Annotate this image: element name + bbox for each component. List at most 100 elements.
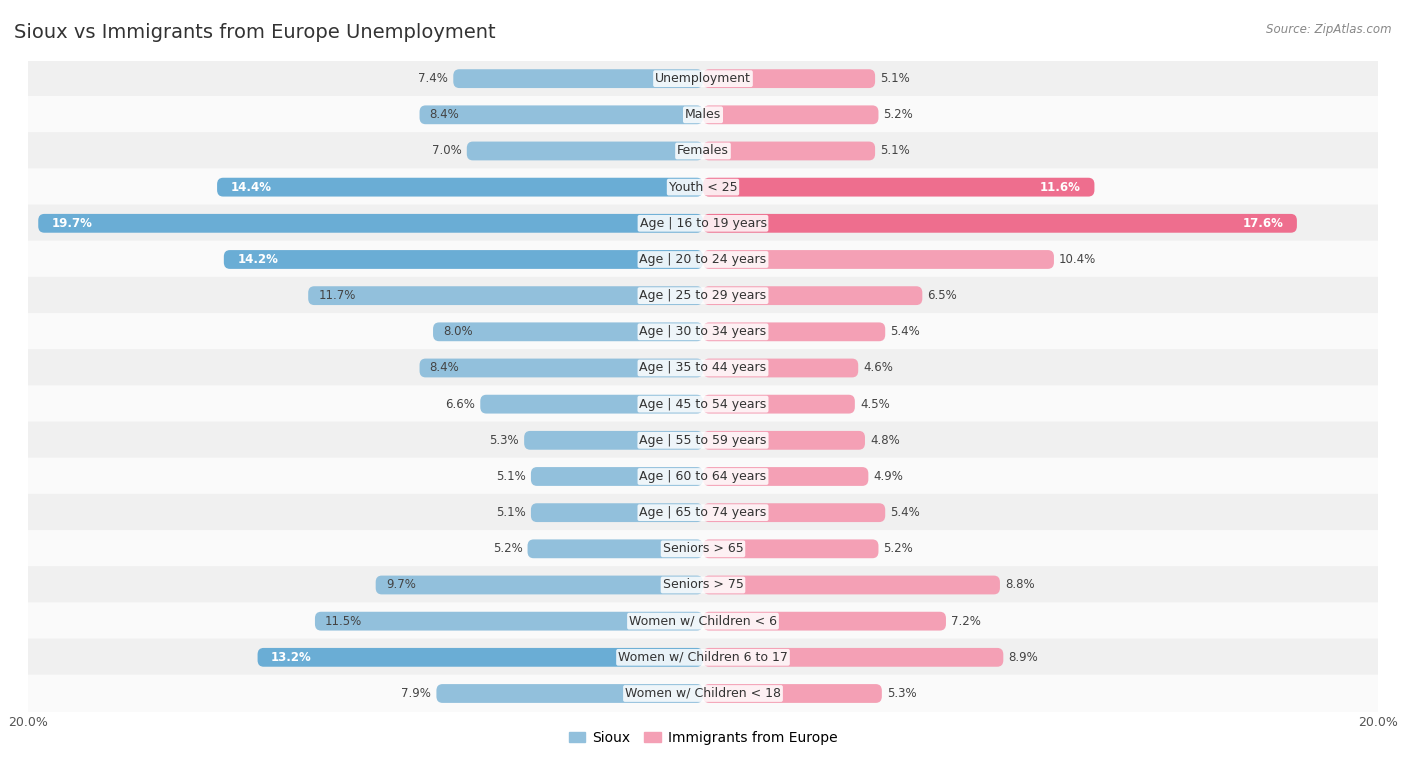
Text: 14.2%: 14.2% [238,253,278,266]
Text: 19.7%: 19.7% [52,217,93,230]
FancyBboxPatch shape [524,431,703,450]
Text: 5.1%: 5.1% [496,506,526,519]
FancyBboxPatch shape [28,60,1378,98]
FancyBboxPatch shape [28,422,1378,459]
Text: 5.2%: 5.2% [492,542,523,556]
Text: 11.7%: 11.7% [318,289,356,302]
Text: 8.4%: 8.4% [430,108,460,121]
Text: 8.8%: 8.8% [1005,578,1035,591]
Text: 11.5%: 11.5% [325,615,363,628]
FancyBboxPatch shape [703,394,855,413]
FancyBboxPatch shape [703,69,875,88]
Text: 9.7%: 9.7% [385,578,416,591]
Text: 10.4%: 10.4% [1059,253,1097,266]
FancyBboxPatch shape [703,467,869,486]
FancyBboxPatch shape [703,105,879,124]
Text: 5.1%: 5.1% [880,72,910,85]
Text: Sioux vs Immigrants from Europe Unemployment: Sioux vs Immigrants from Europe Unemploy… [14,23,496,42]
FancyBboxPatch shape [531,467,703,486]
Text: Seniors > 75: Seniors > 75 [662,578,744,591]
FancyBboxPatch shape [28,313,1378,350]
FancyBboxPatch shape [28,494,1378,531]
FancyBboxPatch shape [703,503,886,522]
FancyBboxPatch shape [315,612,703,631]
Text: 6.5%: 6.5% [928,289,957,302]
FancyBboxPatch shape [28,241,1378,279]
FancyBboxPatch shape [433,322,703,341]
Text: Females: Females [678,145,728,157]
Text: 5.3%: 5.3% [887,687,917,700]
FancyBboxPatch shape [257,648,703,667]
FancyBboxPatch shape [217,178,703,197]
Text: 8.9%: 8.9% [1008,651,1038,664]
FancyBboxPatch shape [28,674,1378,712]
FancyBboxPatch shape [703,142,875,160]
FancyBboxPatch shape [703,250,1054,269]
Text: 5.2%: 5.2% [883,542,914,556]
FancyBboxPatch shape [467,142,703,160]
FancyBboxPatch shape [531,503,703,522]
FancyBboxPatch shape [419,359,703,378]
FancyBboxPatch shape [28,204,1378,242]
Legend: Sioux, Immigrants from Europe: Sioux, Immigrants from Europe [562,725,844,750]
FancyBboxPatch shape [375,575,703,594]
Text: Age | 25 to 29 years: Age | 25 to 29 years [640,289,766,302]
FancyBboxPatch shape [436,684,703,703]
FancyBboxPatch shape [703,540,879,558]
Text: 5.1%: 5.1% [880,145,910,157]
FancyBboxPatch shape [419,105,703,124]
FancyBboxPatch shape [28,638,1378,676]
Text: 5.4%: 5.4% [890,326,920,338]
FancyBboxPatch shape [28,566,1378,604]
FancyBboxPatch shape [527,540,703,558]
Text: 17.6%: 17.6% [1243,217,1284,230]
Text: Age | 60 to 64 years: Age | 60 to 64 years [640,470,766,483]
Text: Women w/ Children < 6: Women w/ Children < 6 [628,615,778,628]
Text: Age | 20 to 24 years: Age | 20 to 24 years [640,253,766,266]
FancyBboxPatch shape [28,349,1378,387]
Text: 8.4%: 8.4% [430,362,460,375]
Text: Youth < 25: Youth < 25 [669,181,737,194]
Text: 7.0%: 7.0% [432,145,461,157]
FancyBboxPatch shape [703,612,946,631]
Text: 6.6%: 6.6% [446,397,475,410]
FancyBboxPatch shape [703,214,1296,232]
FancyBboxPatch shape [703,575,1000,594]
Text: Age | 35 to 44 years: Age | 35 to 44 years [640,362,766,375]
Text: 7.2%: 7.2% [950,615,981,628]
Text: 14.4%: 14.4% [231,181,271,194]
FancyBboxPatch shape [703,431,865,450]
Text: 13.2%: 13.2% [271,651,312,664]
Text: Age | 30 to 34 years: Age | 30 to 34 years [640,326,766,338]
FancyBboxPatch shape [28,603,1378,640]
FancyBboxPatch shape [224,250,703,269]
FancyBboxPatch shape [703,178,1094,197]
Text: Age | 55 to 59 years: Age | 55 to 59 years [640,434,766,447]
Text: Source: ZipAtlas.com: Source: ZipAtlas.com [1267,23,1392,36]
FancyBboxPatch shape [28,96,1378,134]
FancyBboxPatch shape [308,286,703,305]
Text: 4.5%: 4.5% [860,397,890,410]
FancyBboxPatch shape [703,684,882,703]
Text: 4.6%: 4.6% [863,362,893,375]
FancyBboxPatch shape [28,168,1378,206]
Text: 4.9%: 4.9% [873,470,903,483]
FancyBboxPatch shape [453,69,703,88]
FancyBboxPatch shape [28,385,1378,423]
Text: 5.4%: 5.4% [890,506,920,519]
Text: Women w/ Children < 18: Women w/ Children < 18 [626,687,780,700]
Text: Males: Males [685,108,721,121]
Text: 7.9%: 7.9% [402,687,432,700]
Text: 8.0%: 8.0% [443,326,472,338]
Text: 5.3%: 5.3% [489,434,519,447]
FancyBboxPatch shape [28,458,1378,495]
Text: Age | 65 to 74 years: Age | 65 to 74 years [640,506,766,519]
FancyBboxPatch shape [38,214,703,232]
Text: Age | 45 to 54 years: Age | 45 to 54 years [640,397,766,410]
FancyBboxPatch shape [703,286,922,305]
Text: Unemployment: Unemployment [655,72,751,85]
FancyBboxPatch shape [481,394,703,413]
FancyBboxPatch shape [703,359,858,378]
Text: Age | 16 to 19 years: Age | 16 to 19 years [640,217,766,230]
FancyBboxPatch shape [28,530,1378,568]
